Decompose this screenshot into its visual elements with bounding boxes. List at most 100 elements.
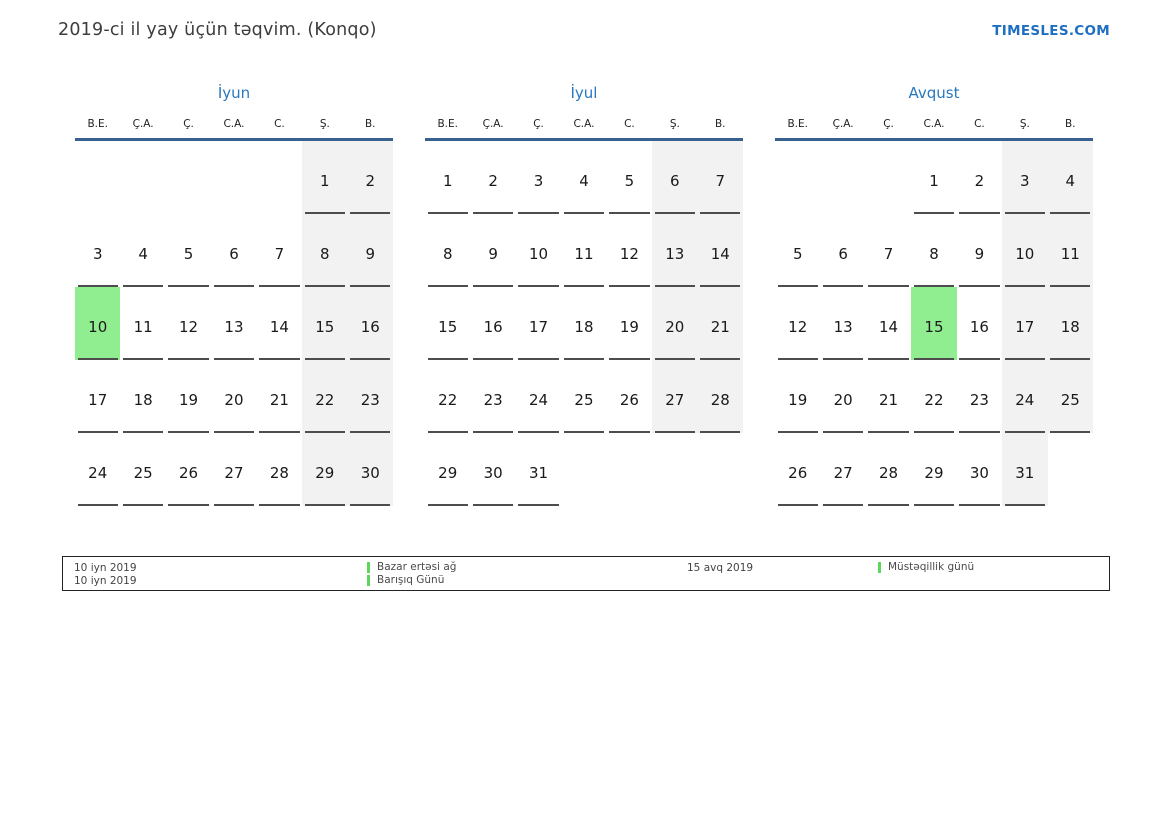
day-cell: 9 <box>470 214 515 287</box>
weekday-header: B.E. <box>787 118 808 130</box>
day-cell: 18 <box>120 360 165 433</box>
day-cell: 26 <box>166 433 211 506</box>
day-cell: 18 <box>561 287 606 360</box>
day-cell: 26 <box>607 360 652 433</box>
empty-cell <box>820 141 865 214</box>
day-cell: 26 <box>775 433 820 506</box>
legend-label: Bazar ertəsi ağ <box>377 561 457 573</box>
day-cell: 23 <box>470 360 515 433</box>
week-row: 22 23 24 25 26 27 28 <box>425 360 743 433</box>
week-row: 19 20 21 22 23 24 25 <box>775 360 1093 433</box>
legend-item: Bazar ertəsi ağ <box>367 561 456 573</box>
day-cell: 6 <box>652 141 698 214</box>
weekday-header-row: B.E. Ç.A. Ç. C.A. C. Ş. B. <box>425 118 743 138</box>
weekday-header: C.A. <box>573 118 595 130</box>
weekday-header-row: B.E. Ç.A. Ç. C.A. C. Ş. B. <box>75 118 393 138</box>
day-cell: 24 <box>1002 360 1048 433</box>
week-row: 29 30 31 <box>425 433 743 506</box>
day-cell: 31 <box>1002 433 1048 506</box>
day-cell: 25 <box>1047 360 1093 433</box>
weekday-header: Ş. <box>1019 118 1030 130</box>
day-cell: 16 <box>957 287 1002 360</box>
day-cell: 7 <box>257 214 302 287</box>
legend-item: Müstəqillik günü <box>878 561 974 573</box>
week-row: 17 18 19 20 21 22 23 <box>75 360 393 433</box>
day-cell: 2 <box>347 141 393 214</box>
day-cell: 1 <box>302 141 348 214</box>
day-cell: 3 <box>516 141 561 214</box>
day-cell: 24 <box>516 360 561 433</box>
weekday-header: Ç. <box>533 118 544 130</box>
empty-cell <box>652 433 697 506</box>
day-cell: 21 <box>866 360 911 433</box>
day-cell: 7 <box>697 141 743 214</box>
empty-cell <box>866 141 911 214</box>
day-cell: 19 <box>775 360 820 433</box>
month-grid: 1 2 3 4 5 6 7 8 9 10 11 12 13 14 15 16 17 18 19 20 21 22 23 24 2… <box>775 141 1093 506</box>
legend-label: Müstəqillik günü <box>888 561 975 573</box>
empty-cell <box>607 433 652 506</box>
day-cell: 10 <box>516 214 561 287</box>
day-cell: 28 <box>866 433 911 506</box>
holiday-marker-icon <box>367 561 370 573</box>
day-cell: 6 <box>820 214 865 287</box>
month-grid: 1 2 3 4 5 6 7 8 9 10 11 12 13 14 15 16 17 18 19 20 21 22 23 24 2… <box>75 141 393 506</box>
day-cell: 8 <box>302 214 348 287</box>
day-cell: 25 <box>120 433 165 506</box>
day-cell: 1 <box>425 141 470 214</box>
legend-item: Barışıq Günü <box>367 574 444 586</box>
day-cell: 20 <box>652 287 698 360</box>
empty-cell <box>698 433 743 506</box>
weekday-header: Ç.A. <box>482 118 504 130</box>
day-cell: 9 <box>347 214 393 287</box>
day-cell: 2 <box>470 141 515 214</box>
day-cell-highlighted: 10 <box>75 287 121 360</box>
empty-cell <box>257 141 302 214</box>
site-link[interactable]: TIMESLES.COM <box>992 23 1110 39</box>
day-cell: 5 <box>166 214 211 287</box>
day-cell: 10 <box>1002 214 1048 287</box>
day-cell: 6 <box>211 214 256 287</box>
month-title: Avqust <box>908 84 960 102</box>
day-cell: 13 <box>652 214 698 287</box>
day-cell: 12 <box>775 287 820 360</box>
day-cell: 15 <box>302 287 348 360</box>
day-cell: 3 <box>75 214 120 287</box>
day-cell: 27 <box>652 360 698 433</box>
month-grid: 1 2 3 4 5 6 7 8 9 10 11 12 13 14 15 16 17 18 19 20 21 22 23 24 2… <box>425 141 743 506</box>
day-cell: 27 <box>820 433 865 506</box>
legend-date: 10 iyn 2019 <box>74 562 137 574</box>
day-cell: 17 <box>1002 287 1048 360</box>
empty-cell <box>120 141 165 214</box>
legend-date: 10 iyn 2019 <box>74 575 137 587</box>
day-cell: 4 <box>120 214 165 287</box>
day-cell: 30 <box>957 433 1002 506</box>
day-cell: 4 <box>561 141 606 214</box>
legend-label: Barışıq Günü <box>377 574 445 586</box>
day-cell: 28 <box>257 433 302 506</box>
header-rule <box>775 138 1093 141</box>
header-rule <box>75 138 393 141</box>
day-cell: 30 <box>470 433 515 506</box>
weekday-header: B. <box>714 118 726 130</box>
day-cell: 29 <box>425 433 470 506</box>
day-cell: 25 <box>561 360 606 433</box>
weekday-header: B.E. <box>437 118 458 130</box>
day-cell: 13 <box>820 287 865 360</box>
day-cell: 17 <box>516 287 561 360</box>
day-cell: 14 <box>866 287 911 360</box>
day-cell: 12 <box>166 287 211 360</box>
weekday-header: C.A. <box>923 118 945 130</box>
day-cell: 11 <box>120 287 165 360</box>
weekday-header: B. <box>1064 118 1076 130</box>
week-row: 8 9 10 11 12 13 14 <box>425 214 743 287</box>
weekday-header: Ş. <box>319 118 330 130</box>
weekday-header: B. <box>364 118 376 130</box>
month-title: İyun <box>217 84 251 102</box>
day-cell: 29 <box>911 433 956 506</box>
day-cell: 21 <box>257 360 302 433</box>
day-cell: 7 <box>866 214 911 287</box>
